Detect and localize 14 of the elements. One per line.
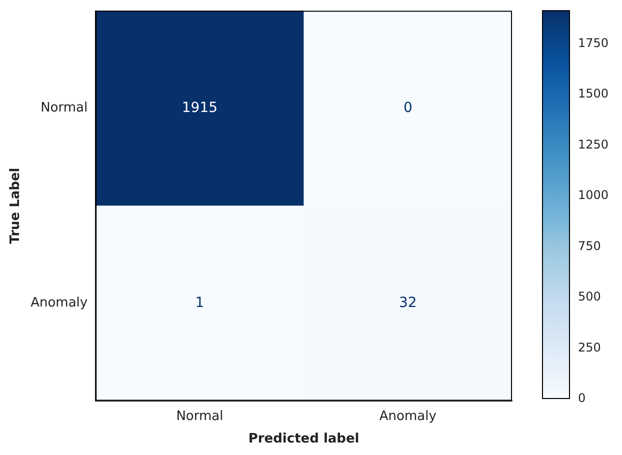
- data-label: 1915: [182, 100, 218, 116]
- color-bar-label: 750: [578, 238, 601, 253]
- color-bar-label: 500: [578, 290, 601, 304]
- color-bar-label: 0: [578, 391, 586, 406]
- data-label: 32: [398, 294, 417, 311]
- color-bar-label: 1750: [578, 36, 609, 50]
- color-bar-label: 1250: [578, 137, 609, 152]
- x-axis-title: Predicted label: [248, 432, 360, 447]
- data-label: 1: [195, 294, 204, 311]
- color-bar-label: 1500: [578, 86, 609, 101]
- y-axis-title: True Label: [8, 168, 24, 244]
- color-bar-label: 250: [578, 340, 601, 354]
- data-label: 0: [403, 100, 412, 116]
- color-bar-label: 1000: [578, 188, 609, 202]
